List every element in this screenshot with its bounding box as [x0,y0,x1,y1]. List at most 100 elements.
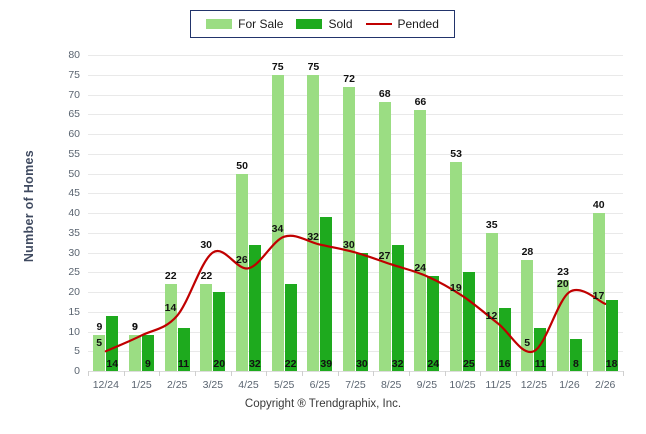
line-label-pended: 27 [378,250,391,263]
x-axis-tick [302,371,303,376]
y-axis-tick-label: 50 [68,167,80,180]
bar-for-sale[interactable] [557,280,570,371]
x-axis-tick [516,371,517,376]
bar-label-for-sale: 66 [414,96,427,109]
bar-sold[interactable] [427,276,440,371]
x-axis-tick-label: 10/25 [449,379,476,391]
y-axis-tick-label: 70 [68,88,80,101]
gridline [88,173,623,175]
y-axis-tick-label: 30 [68,246,80,259]
bar-label-for-sale: 9 [96,321,103,334]
legend-swatch-sold-icon [296,19,323,29]
bar-for-sale[interactable] [343,86,356,371]
line-label-pended: 26 [235,254,248,267]
gridline [88,74,623,76]
y-axis-tick-label: 0 [74,365,80,377]
bar-label-for-sale: 53 [450,147,462,160]
line-label-pended: 17 [592,289,605,302]
bar-label-for-sale: 28 [521,246,534,259]
bar-sold[interactable] [320,216,333,371]
x-axis-tick-label: 2/25 [166,379,188,391]
x-axis-tick [88,371,89,376]
line-label-pended: 19 [449,281,462,294]
bar-label-sold: 8 [572,358,579,370]
bar-for-sale[interactable] [485,232,498,371]
y-axis-tick-label: 75 [68,68,80,81]
bar-sold[interactable] [391,244,404,371]
bar-for-sale[interactable] [93,335,106,371]
legend-line-pended-icon [365,23,392,25]
x-axis-tick [195,371,196,376]
y-axis-tick-label: 15 [68,305,80,318]
bar-for-sale[interactable] [200,284,213,371]
x-axis-tick-label: 4/25 [238,379,259,391]
bar-label-sold: 16 [498,358,511,370]
x-axis-tick-label: 2/26 [594,379,616,391]
line-label-pended: 30 [200,238,212,251]
bar-for-sale[interactable] [307,74,320,371]
y-axis-tick-label: 65 [68,108,80,121]
x-axis-tick [409,371,410,376]
plot-area: 0 5 10 15 20 25 30 35 40 45 50 55 60 65 70 75 80 9 14 5 12/2… [68,49,624,391]
bar-label-sold: 11 [534,358,546,370]
bar-label-sold: 25 [463,358,475,370]
y-axis-tick-label: 20 [68,286,80,298]
line-label-pended: 20 [556,278,569,290]
y-axis-tick-label: 80 [68,49,80,61]
bar-label-sold: 20 [213,358,226,370]
gridline [88,134,623,135]
y-axis-tick-label: 40 [68,207,80,219]
bar-label-sold: 22 [284,358,297,370]
bar-label-for-sale: 40 [592,199,605,211]
bar-for-sale[interactable] [450,161,463,371]
bar-label-for-sale: 75 [271,60,284,73]
bar-label-sold: 24 [427,358,440,370]
bar-sold[interactable] [248,244,261,371]
bar-label-sold: 39 [320,358,333,370]
x-axis-tick-label: 8/25 [380,379,402,391]
legend-swatch-for-sale-icon [206,19,233,29]
legend-label-sold: Sold [328,17,353,31]
bar-sold[interactable] [605,299,618,371]
y-axis-tick-label: 45 [68,187,80,200]
gridline [88,193,623,195]
bar-label-for-sale: 35 [485,218,498,231]
x-axis-tick-label: 11/25 [485,379,511,391]
y-axis-tick-label: 5 [74,345,80,358]
legend-label-for-sale: For Sale [238,17,284,31]
y-axis-tick-label: 55 [68,147,80,160]
bar-label-for-sale: 23 [557,266,569,279]
x-axis-tick-label: 12/24 [92,379,119,391]
line-label-pended: 32 [307,230,319,243]
line-label-pended: 9 [131,321,138,334]
bar-sold[interactable] [462,272,475,371]
bar-sold[interactable] [355,252,368,371]
bar-for-sale[interactable] [378,102,391,371]
x-axis-tick [337,371,339,376]
bar-label-for-sale: 22 [200,270,213,283]
bar-for-sale[interactable] [164,284,177,371]
bar-label-sold: 9 [144,358,151,370]
gridline [88,232,623,234]
x-axis-tick [551,371,553,376]
bar-for-sale[interactable] [521,260,534,371]
bar-label-for-sale: 72 [343,72,355,85]
bar-for-sale[interactable] [129,335,142,371]
x-axis-tick [230,371,232,376]
x-axis-tick-label: 5/25 [273,379,295,391]
bar-for-sale[interactable] [236,173,249,371]
line-label-pended: 5 [524,337,531,350]
gridline [88,153,623,155]
x-axis-tick [373,371,375,376]
x-axis-tick [587,371,589,376]
x-axis-tick-label: 9/25 [416,379,438,391]
y-axis-tick-label: 25 [68,266,80,279]
x-axis-tick-label: 1/26 [559,379,580,391]
legend-item-sold: Sold [296,17,353,31]
bar-label-sold: 18 [605,358,618,370]
bar-for-sale[interactable] [414,110,427,371]
y-axis-tick-label: 60 [68,128,80,140]
gridline [88,94,623,96]
bar-label-for-sale: 22 [164,270,177,283]
